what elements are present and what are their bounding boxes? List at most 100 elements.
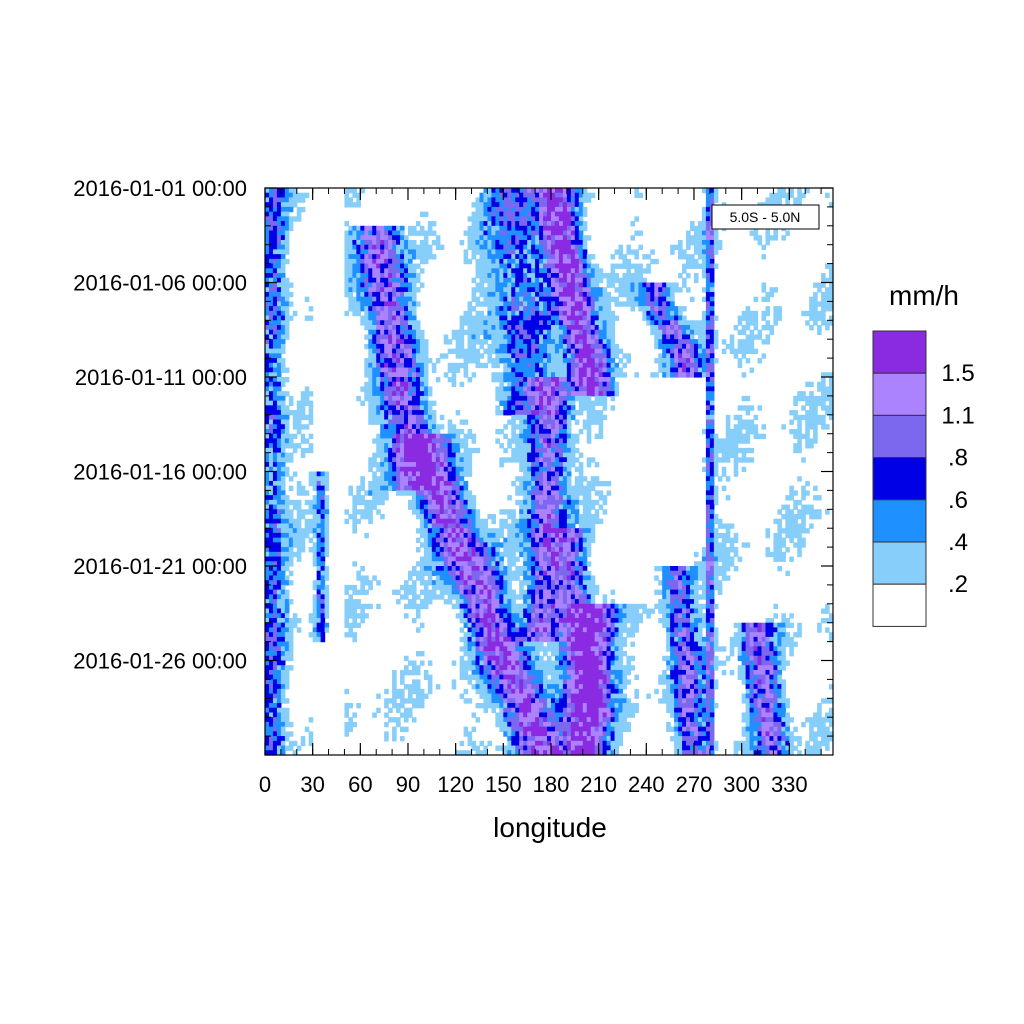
- contour-cell: [809, 523, 814, 529]
- contour-cell: [515, 518, 520, 525]
- contour-cell: [733, 471, 739, 477]
- contour-cell: [483, 301, 489, 307]
- contour-cell: [547, 258, 552, 265]
- contour-cell: [701, 372, 707, 378]
- contour-cell: [411, 471, 417, 477]
- contour-cell: [590, 386, 596, 392]
- contour-cell: [531, 391, 536, 397]
- contour-cell: [427, 490, 433, 496]
- contour-cell: [626, 358, 632, 364]
- contour-cell: [268, 277, 274, 284]
- contour-cell: [280, 480, 286, 487]
- contour-cell: [562, 490, 568, 496]
- contour-cell: [515, 334, 520, 340]
- contour-cell: [435, 239, 441, 246]
- contour-cell: [495, 410, 500, 416]
- contour-cell: [388, 452, 393, 458]
- contour-cell: [705, 386, 711, 392]
- contour-cell: [554, 499, 560, 506]
- contour-cell: [380, 471, 385, 477]
- contour-cell: [662, 296, 667, 302]
- contour-cell: [709, 287, 715, 293]
- contour-cell: [729, 447, 735, 454]
- contour-cell: [411, 315, 417, 321]
- contour-cell: [376, 343, 381, 350]
- contour-cell: [690, 296, 695, 302]
- contour-cell: [423, 452, 429, 458]
- contour-cell: [781, 504, 786, 510]
- contour-cell: [511, 353, 516, 359]
- contour-cell: [276, 192, 282, 199]
- contour-cell: [376, 372, 381, 378]
- contour-cell: [590, 353, 596, 359]
- contour-cell: [809, 424, 814, 430]
- contour-cell: [503, 334, 508, 340]
- contour-cell: [558, 282, 564, 288]
- contour-cell: [503, 192, 508, 199]
- contour-cell: [817, 287, 822, 293]
- contour-cell: [447, 419, 453, 425]
- contour-cell: [443, 462, 449, 468]
- contour-cell: [352, 509, 357, 515]
- contour-cell: [558, 395, 564, 402]
- contour-cell: [531, 480, 536, 487]
- contour-cell: [503, 188, 508, 194]
- contour-cell: [554, 400, 560, 406]
- contour-cell: [638, 287, 643, 293]
- contour-cell: [400, 405, 405, 411]
- contour-cell: [785, 518, 790, 525]
- contour-cell: [554, 395, 560, 402]
- contour-cell: [292, 410, 298, 416]
- contour-cell: [693, 277, 699, 284]
- contour-cell: [415, 528, 421, 534]
- contour-cell: [582, 353, 588, 359]
- contour-cell: [558, 410, 564, 416]
- contour-cell: [280, 244, 286, 251]
- contour-cell: [463, 362, 469, 369]
- contour-cell: [543, 188, 548, 194]
- contour-cell: [487, 188, 492, 194]
- contour-cell: [570, 410, 576, 416]
- contour-cell: [566, 499, 572, 506]
- contour-cell: [292, 197, 298, 203]
- contour-cell: [570, 499, 576, 506]
- contour-cell: [503, 367, 508, 373]
- contour-cell: [475, 287, 481, 293]
- contour-cell: [499, 372, 504, 378]
- contour-cell: [396, 339, 401, 345]
- contour-cell: [547, 485, 552, 491]
- contour-cell: [582, 239, 588, 246]
- contour-cell: [499, 329, 504, 336]
- contour-cell: [284, 528, 290, 534]
- contour-cell: [511, 188, 516, 194]
- contour-cell: [352, 306, 357, 312]
- contour-cell: [562, 192, 568, 199]
- contour-cell: [380, 514, 385, 520]
- contour-cell: [276, 490, 282, 496]
- contour-cell: [471, 235, 477, 241]
- contour-cell: [376, 400, 381, 406]
- contour-cell: [523, 225, 528, 232]
- contour-cell: [276, 391, 282, 397]
- contour-cell: [392, 410, 397, 416]
- contour-cell: [519, 216, 524, 222]
- contour-cell: [562, 230, 568, 236]
- contour-cell: [793, 523, 798, 529]
- contour-cell: [741, 395, 747, 402]
- contour-cell: [396, 334, 401, 340]
- contour-cell: [797, 438, 802, 444]
- contour-cell: [550, 391, 556, 397]
- contour-cell: [634, 216, 639, 222]
- contour-cell: [443, 504, 449, 510]
- contour-cell: [427, 225, 433, 232]
- contour-cell: [570, 202, 576, 208]
- contour-cell: [813, 410, 818, 416]
- contour-cell: [813, 306, 818, 312]
- contour-cell: [539, 462, 544, 468]
- contour-cell: [447, 424, 453, 430]
- contour-cell: [487, 348, 492, 354]
- contour-cell: [268, 287, 274, 293]
- contour-cell: [320, 499, 326, 506]
- contour-cell: [582, 273, 588, 279]
- contour-cell: [411, 348, 417, 354]
